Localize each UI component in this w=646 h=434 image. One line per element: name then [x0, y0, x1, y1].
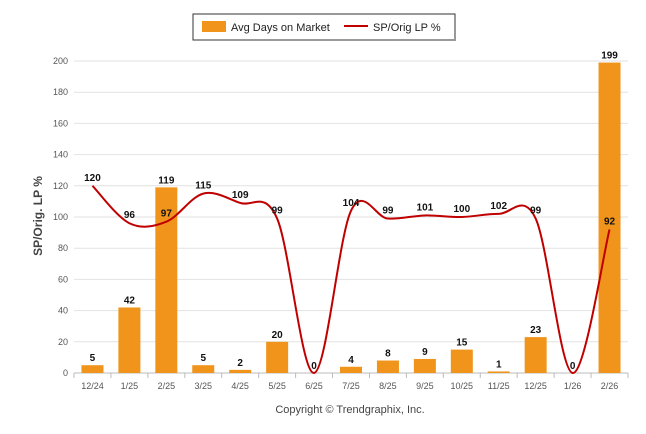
x-tick-label: 1/25: [121, 381, 139, 391]
x-tick-label: 7/25: [342, 381, 360, 391]
line-data-label: 99: [382, 206, 394, 217]
bar-data-label: 2: [237, 358, 243, 369]
line-data-label: 97: [161, 209, 173, 220]
y-axis-ticks: 0 20 40 60 80 100 120 140 160 180 200: [53, 56, 68, 378]
line-data-label: 102: [490, 201, 507, 212]
bar-data-label: 4: [348, 355, 354, 366]
x-tick-label: 12/25: [524, 381, 547, 391]
bar[interactable]: [487, 371, 510, 373]
bar[interactable]: [413, 358, 436, 373]
x-tick-label: 5/25: [268, 381, 286, 391]
data-labels: 5 42 119 5 2 20 0 4 8 9 15 1 23 0 199 120 96 97 115 109 99 10…: [84, 51, 618, 372]
y-tick-label: 0: [63, 368, 68, 378]
bar-data-label: 0: [311, 361, 317, 372]
legend-swatch-bar: [202, 21, 226, 32]
y-tick-label: 180: [53, 87, 68, 97]
bar[interactable]: [81, 365, 104, 373]
bar-series: [81, 62, 621, 374]
y-tick-label: 120: [53, 181, 68, 191]
x-tick-label: 11/25: [488, 381, 510, 391]
line-data-label: 99: [530, 206, 542, 217]
legend-box: [192, 13, 456, 41]
bar[interactable]: [598, 62, 621, 374]
bar[interactable]: [155, 187, 178, 373]
x-tick-label: 3/25: [195, 381, 213, 391]
x-tick-label: 4/25: [231, 381, 249, 391]
line-data-label: 109: [232, 190, 249, 201]
bar[interactable]: [118, 307, 141, 373]
bar-data-label: 15: [456, 338, 468, 349]
bar[interactable]: [266, 341, 289, 373]
sp-orig-lp-line[interactable]: [91, 185, 611, 375]
line-series: [91, 185, 611, 375]
bar-data-label: 1: [496, 359, 502, 370]
line-data-label: 120: [84, 173, 101, 184]
bar-data-label: 42: [124, 295, 136, 306]
bar-data-label: 5: [90, 353, 96, 364]
x-tick-label: 10/25: [451, 381, 474, 391]
line-data-label: 92: [604, 216, 616, 227]
bar[interactable]: [450, 349, 473, 373]
y-axis-title: SP/Orig. LP %: [31, 176, 45, 256]
bar-data-label: 119: [158, 175, 175, 186]
bar[interactable]: [229, 369, 252, 373]
bar-data-label: 9: [422, 347, 428, 358]
x-tick-label: 1/26: [564, 381, 582, 391]
x-axis-ticks: 12/24 1/25 2/25 3/25 4/25 5/25 6/25 7/25 8/25 9/2…: [73, 373, 629, 391]
line-data-label: 99: [272, 206, 284, 217]
x-tick-label: 8/25: [379, 381, 397, 391]
line-data-label: 115: [195, 181, 212, 192]
x-tick-label: 6/25: [305, 381, 323, 391]
bar-data-label: 0: [570, 361, 576, 372]
bar-data-label: 8: [385, 349, 391, 360]
bar-data-label: 199: [601, 51, 618, 62]
y-tick-label: 160: [53, 118, 68, 128]
y-tick-label: 100: [53, 212, 68, 222]
line-data-label: 104: [343, 198, 360, 209]
bar-data-label: 5: [200, 353, 206, 364]
x-tick-label: 9/25: [416, 381, 434, 391]
legend-label-line[interactable]: SP/Orig LP %: [373, 22, 441, 34]
line-data-label: 96: [124, 210, 136, 221]
copyright-footer: Copyright © Trendgraphix, Inc.: [275, 404, 424, 416]
legend-label-bar[interactable]: Avg Days on Market: [231, 22, 330, 34]
bar[interactable]: [192, 365, 215, 373]
y-tick-label: 40: [58, 306, 68, 316]
y-tick-label: 140: [53, 150, 68, 160]
y-tick-label: 80: [58, 243, 68, 253]
bar-data-label: 20: [272, 330, 284, 341]
bar[interactable]: [376, 360, 399, 373]
legend[interactable]: Avg Days on Market SP/Orig LP %: [192, 13, 456, 41]
line-data-label: 100: [453, 204, 470, 215]
y-tick-label: 60: [58, 274, 68, 284]
bar[interactable]: [340, 366, 362, 373]
bar-data-label: 23: [530, 325, 542, 336]
x-tick-label: 2/26: [601, 381, 619, 391]
y-tick-label: 200: [53, 56, 68, 66]
y-tick-label: 20: [58, 337, 68, 347]
x-tick-label: 2/25: [158, 381, 176, 391]
bar[interactable]: [524, 337, 547, 373]
x-tick-label: 12/24: [81, 381, 104, 391]
line-data-label: 101: [417, 202, 434, 213]
